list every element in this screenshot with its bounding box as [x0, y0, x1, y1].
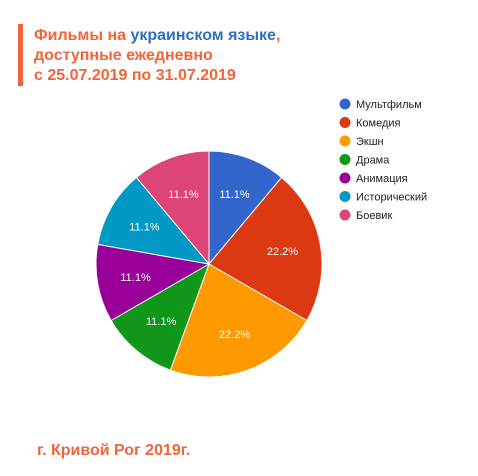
- pie-slice-3: [169, 263, 308, 378]
- slice-label-7: 11.1%: [168, 189, 199, 201]
- legend-label-1: Мультфильм: [356, 99, 422, 111]
- legend-swatch-4: [339, 154, 351, 165]
- legend-swatch-5: [339, 172, 351, 184]
- pie-slice-2: [208, 176, 323, 322]
- pie-slice-7: [135, 150, 210, 266]
- footer-caption: г. Кривой Рог 2019г.: [37, 442, 191, 459]
- legend-label-7: Боевик: [356, 210, 392, 222]
- title-line-1-suffix: ,: [275, 27, 281, 44]
- pie-slice-4: [110, 262, 210, 371]
- pie-slice-5: [95, 243, 211, 322]
- title-line-3: с 25.07.2019 по 31.07.2019: [34, 67, 236, 84]
- title-line-2: доступные ежедневно: [34, 47, 213, 64]
- legend-swatch-3: [339, 135, 351, 147]
- legend-label-6: Исторический: [356, 192, 427, 204]
- legend-swatch-7: [339, 209, 351, 221]
- legend-label-5: Анимация: [356, 173, 408, 185]
- legend-label-3: Экшн: [356, 136, 384, 148]
- title-line-1-prefix: Фильмы на: [34, 27, 131, 44]
- pie-slice-1: [208, 150, 283, 266]
- slice-label-2: 22.2%: [267, 246, 298, 258]
- slice-label-3: 22.2%: [219, 329, 250, 341]
- legend-swatch-1: [339, 98, 351, 110]
- slice-label-1: 11.1%: [219, 189, 250, 201]
- title-accent-bar: [18, 24, 23, 86]
- slice-label-4: 11.1%: [146, 316, 177, 328]
- pie-slice-6: [97, 176, 211, 265]
- title-line-1-accent: украинском языке: [130, 27, 276, 44]
- chart-title: Фильмы на украинском языке, доступные еж…: [34, 26, 280, 86]
- legend-swatch-6: [339, 191, 351, 202]
- legend-label-2: Комедия: [356, 118, 401, 130]
- slice-label-5: 11.1%: [120, 272, 151, 284]
- legend-swatch-2: [339, 117, 351, 128]
- title-line-1: Фильмы на украинском языке,: [34, 26, 280, 46]
- legend-label-4: Драма: [356, 155, 390, 167]
- slice-label-6: 11.1%: [129, 222, 160, 234]
